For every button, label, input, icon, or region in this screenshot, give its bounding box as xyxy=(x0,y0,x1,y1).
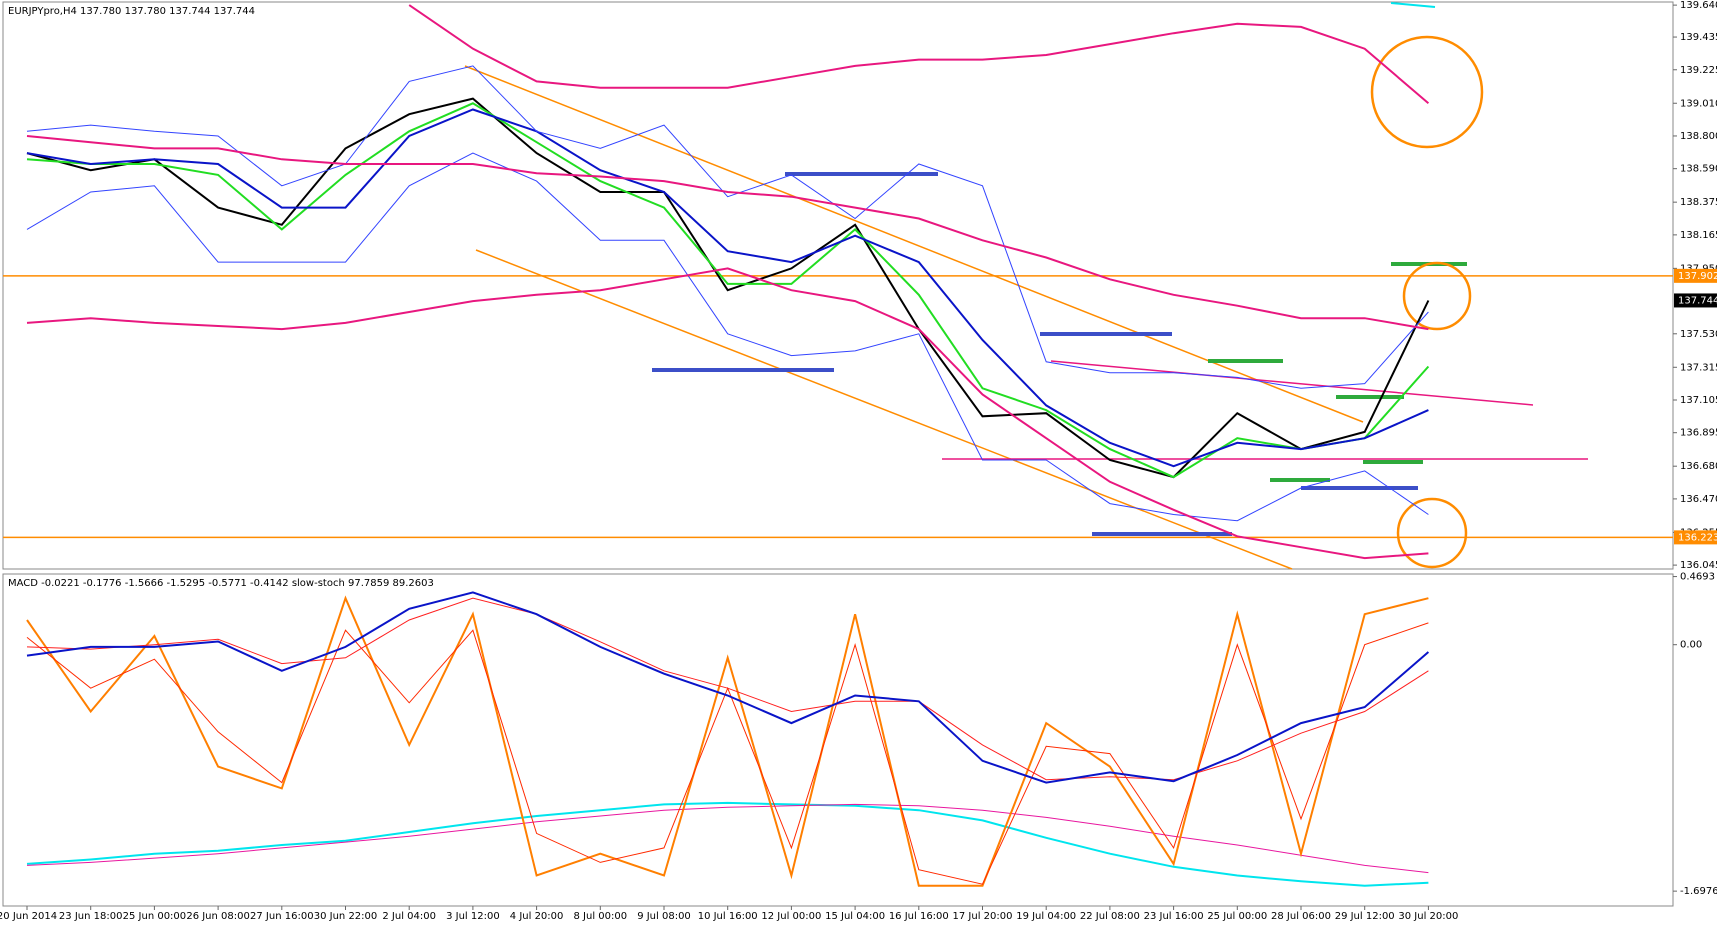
x-tick-label: 12 Jul 00:00 xyxy=(761,911,821,922)
x-tick-label: 15 Jul 04:00 xyxy=(825,911,885,922)
x-tick-label: 23 Jul 16:00 xyxy=(1144,911,1204,922)
y-tick-label: 0.00 xyxy=(1680,640,1702,651)
y-tick-label: 0.4693 xyxy=(1680,572,1715,583)
price-label-box xyxy=(1674,268,1717,283)
x-tick-label: 30 Jul 20:00 xyxy=(1398,911,1458,922)
x-tick-label: 19 Jul 04:00 xyxy=(1016,911,1076,922)
channel-line xyxy=(464,65,1364,423)
drawings xyxy=(464,2,1588,570)
x-tick-label: 26 Jun 08:00 xyxy=(186,911,250,922)
series-line xyxy=(26,135,1429,331)
price-label-box xyxy=(1674,530,1717,545)
y-tick-label: 139.640 xyxy=(1680,0,1717,11)
x-tick-label: 28 Jul 06:00 xyxy=(1271,911,1331,922)
x-tick-label: 10 Jul 16:00 xyxy=(698,911,758,922)
series-line xyxy=(26,97,1430,479)
trend-line xyxy=(1050,360,1534,406)
x-tick-label: 17 Jul 20:00 xyxy=(953,911,1013,922)
y-tick-label: 138.800 xyxy=(1680,131,1717,142)
x-tick-label: 8 Jul 00:00 xyxy=(573,911,627,922)
panel-title: MACD -0.0221 -0.1776 -1.5666 -1.5295 -0.… xyxy=(8,578,434,589)
x-tick-label: 25 Jul 00:00 xyxy=(1207,911,1267,922)
y-tick-label: 138.375 xyxy=(1680,197,1717,208)
highlight-circle xyxy=(1402,261,1472,331)
x-tick-label: 29 Jul 12:00 xyxy=(1335,911,1395,922)
x-tick-label: 9 Jul 08:00 xyxy=(637,911,691,922)
panel-title: EURJPYpro,H4 137.780 137.780 137.744 137… xyxy=(8,6,255,17)
y-tick-label: 139.435 xyxy=(1680,32,1717,43)
series-line xyxy=(26,108,1429,468)
channel-line xyxy=(475,249,1293,570)
series-line xyxy=(408,4,1430,105)
x-tick-label: 20 Jun 2014 xyxy=(0,911,57,922)
y-tick-label: -1.6976 xyxy=(1680,886,1717,897)
y-tick-label: 137.530 xyxy=(1680,329,1717,340)
series-line xyxy=(26,65,1429,389)
x-tick-label: 4 Jul 20:00 xyxy=(510,911,564,922)
x-tick-label: 27 Jun 16:00 xyxy=(250,911,314,922)
y-tick-label: 136.470 xyxy=(1680,494,1717,505)
y-tick-label: 136.895 xyxy=(1680,428,1717,439)
y-tick-label: 139.225 xyxy=(1680,65,1717,76)
y-tick-label: 139.010 xyxy=(1680,98,1717,109)
highlight-circle xyxy=(1370,35,1484,149)
x-tick-label: 2 Jul 04:00 xyxy=(382,911,436,922)
x-tick-label: 30 Jun 22:00 xyxy=(314,911,378,922)
band-line xyxy=(1390,2,1436,8)
y-tick-label: 136.045 xyxy=(1680,560,1717,571)
x-tick-label: 23 Jun 18:00 xyxy=(59,911,123,922)
y-tick-label: 138.165 xyxy=(1680,230,1717,241)
series-line xyxy=(26,591,1430,784)
series-line xyxy=(26,102,1430,479)
x-tick-label: 22 Jul 08:00 xyxy=(1080,911,1140,922)
series-line xyxy=(26,152,1429,522)
last-price-label: 137.744 xyxy=(1678,295,1717,306)
x-tick-label: 25 Jun 00:00 xyxy=(123,911,187,922)
price-label: 137.902 xyxy=(1678,271,1717,282)
x-tick-label: 3 Jul 12:00 xyxy=(446,911,500,922)
y-tick-label: 136.680 xyxy=(1680,461,1717,472)
series-line xyxy=(26,267,1429,560)
y-tick-label: 138.590 xyxy=(1680,164,1717,175)
x-tick-label: 16 Jul 16:00 xyxy=(889,911,949,922)
series-line xyxy=(26,801,1429,887)
last-price-box xyxy=(1674,293,1717,308)
price-panel xyxy=(2,1,1674,570)
indicator-panel xyxy=(2,573,1674,907)
series-line xyxy=(26,803,1429,874)
y-tick-label: 137.315 xyxy=(1680,362,1717,373)
price-label: 136.223 xyxy=(1678,532,1717,543)
highlight-circle xyxy=(1396,497,1468,569)
series-line xyxy=(26,622,1429,885)
y-tick-label: 137.105 xyxy=(1680,395,1717,406)
